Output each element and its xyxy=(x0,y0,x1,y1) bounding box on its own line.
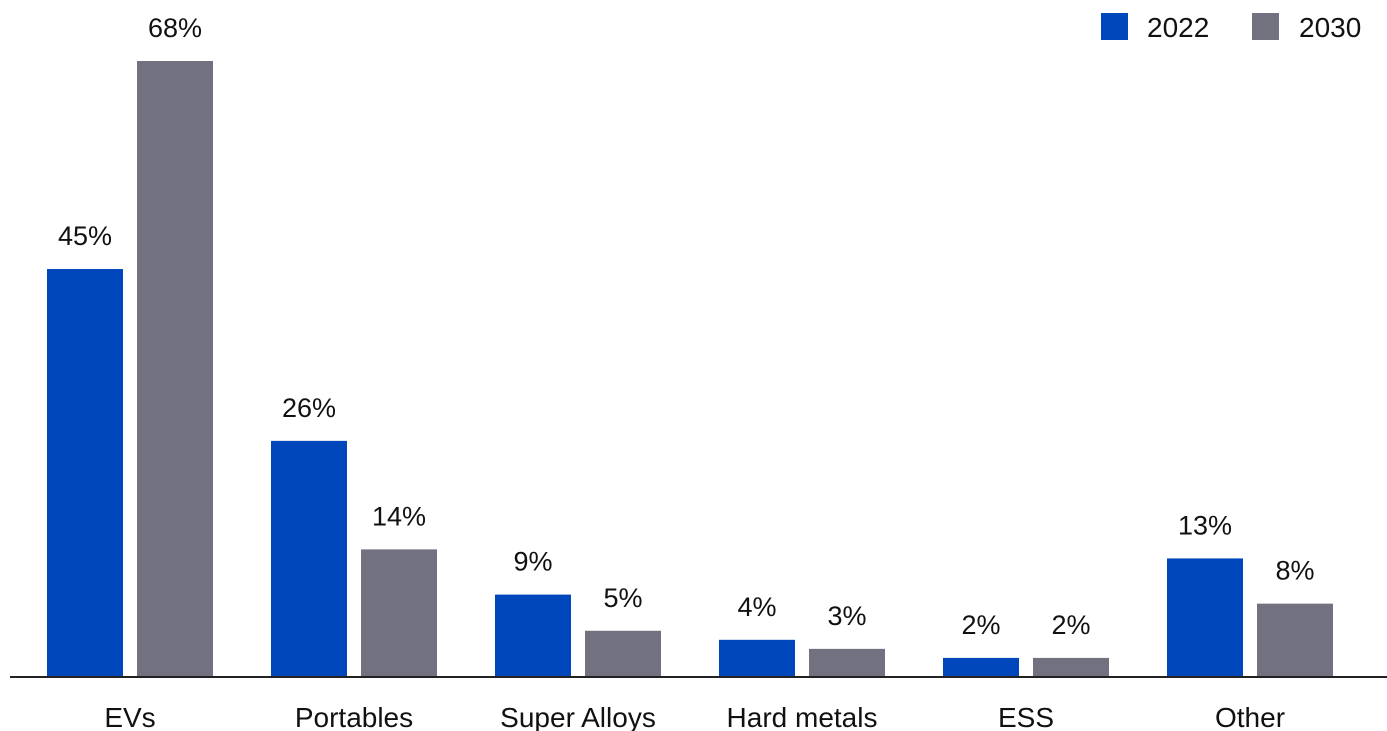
bar-hard-metals-2030 xyxy=(809,648,885,676)
value-label-ess-2022: 2% xyxy=(961,610,1000,640)
bar-hard-metals-2022 xyxy=(719,639,795,676)
bar-portables-2022 xyxy=(271,440,347,676)
legend-label-2022: 2022 xyxy=(1147,12,1209,43)
category-label-other: Other xyxy=(1215,702,1285,731)
value-label-other-2022: 13% xyxy=(1178,510,1232,540)
bar-evs-2022 xyxy=(47,269,123,676)
bar-super-alloys-2022 xyxy=(495,594,571,676)
category-label-ess: ESS xyxy=(998,702,1054,731)
bar-super-alloys-2030 xyxy=(585,630,661,676)
category-label-hard-metals: Hard metals xyxy=(727,702,878,731)
value-label-portables-2022: 26% xyxy=(282,393,336,423)
bar-other-2022 xyxy=(1167,558,1243,676)
bars-layer xyxy=(47,61,1333,676)
category-label-portables: Portables xyxy=(295,702,413,731)
category-label-evs: EVs xyxy=(104,702,155,731)
value-label-super-alloys-2030: 5% xyxy=(603,583,642,613)
value-label-hard-metals-2022: 4% xyxy=(737,592,776,622)
bar-ess-2030 xyxy=(1033,657,1109,676)
value-label-ess-2030: 2% xyxy=(1051,610,1090,640)
legend: 2022 2030 xyxy=(1101,12,1361,43)
category-label-super-alloys: Super Alloys xyxy=(500,702,656,731)
value-label-hard-metals-2030: 3% xyxy=(827,601,866,631)
value-labels-layer: 45% 68% 26% 14% 9% 5% 4% 3% 2% 2% 13% 8% xyxy=(58,13,1315,640)
legend-swatch-2022 xyxy=(1101,13,1128,40)
bar-evs-2030 xyxy=(137,61,213,676)
bar-portables-2030 xyxy=(361,549,437,676)
value-label-other-2030: 8% xyxy=(1275,556,1314,586)
legend-label-2030: 2030 xyxy=(1299,12,1361,43)
legend-swatch-2030 xyxy=(1252,13,1279,40)
value-label-portables-2030: 14% xyxy=(372,501,426,531)
value-label-evs-2030: 68% xyxy=(148,13,202,43)
value-label-evs-2022: 45% xyxy=(58,221,112,251)
bar-other-2030 xyxy=(1257,603,1333,676)
category-labels-layer: EVs Portables Super Alloys Hard metals ESS Ot… xyxy=(104,702,1285,731)
value-label-super-alloys-2022: 9% xyxy=(513,547,552,577)
bar-ess-2022 xyxy=(943,657,1019,676)
